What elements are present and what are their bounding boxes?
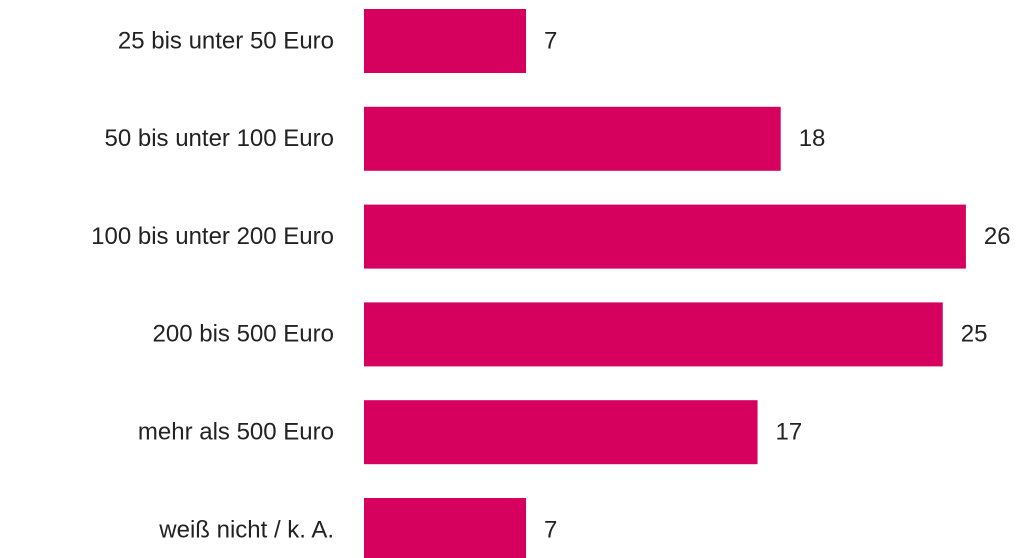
- value-label: 7: [544, 27, 557, 54]
- value-label: 7: [544, 516, 557, 543]
- category-label: 25 bis unter 50 Euro: [118, 27, 334, 54]
- value-label: 18: [799, 125, 826, 152]
- category-label: 100 bis unter 200 Euro: [91, 223, 334, 250]
- category-label: 50 bis unter 100 Euro: [105, 125, 335, 152]
- category-label: 200 bis 500 Euro: [153, 321, 334, 348]
- bar: [364, 498, 527, 558]
- bar: [364, 204, 966, 269]
- bar: [364, 400, 758, 465]
- value-label: 17: [776, 419, 803, 446]
- bar: [364, 106, 781, 171]
- value-label: 25: [961, 321, 988, 348]
- bar: [364, 302, 943, 367]
- bar: [364, 9, 527, 73]
- value-label: 26: [984, 223, 1011, 250]
- category-label: mehr als 500 Euro: [138, 419, 334, 446]
- category-label: weiß nicht / k. A.: [158, 516, 334, 543]
